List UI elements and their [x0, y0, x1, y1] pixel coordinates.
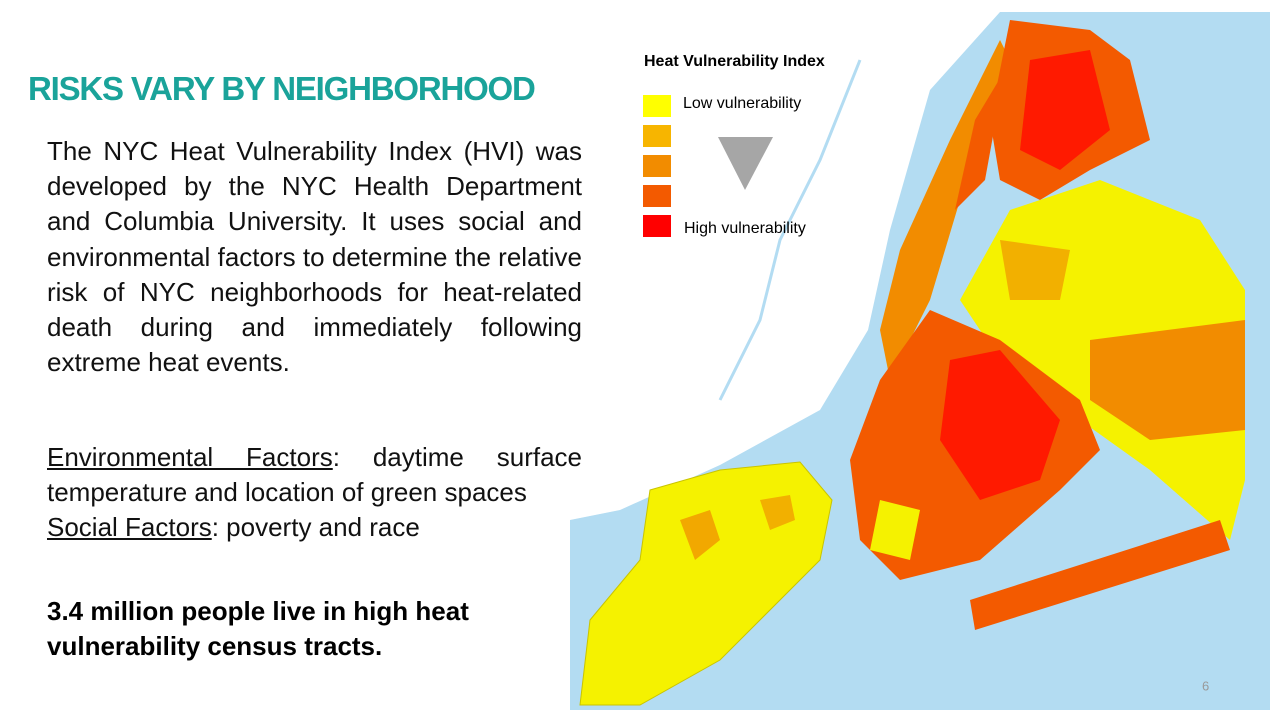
factor-text: : daytime surface temperature and locati… [47, 442, 582, 507]
legend-low: Low vulnerability [683, 95, 801, 112]
title: RISKS VARY BY NEIGHBORHOOD [28, 70, 536, 107]
legend-swatch [643, 215, 671, 237]
factor: Social Factors: poverty and race [47, 510, 582, 545]
page-number: 6 [1202, 678, 1209, 693]
tract [760, 495, 795, 530]
factors: Environmental Factors: daytime surface t… [47, 440, 582, 545]
factor: Environmental Factors: daytime surface t… [47, 440, 582, 510]
legend-arrow [718, 137, 773, 190]
legend-swatch [643, 155, 671, 177]
factor-label: Environmental Factors [47, 442, 333, 472]
tract [940, 350, 1060, 500]
factor-label: Social Factors [47, 512, 212, 542]
tract [870, 500, 920, 560]
legend-swatch [643, 125, 671, 147]
paragraph: The NYC Heat Vulnerability Index (HVI) w… [47, 136, 582, 378]
legend-title: Heat Vulnerability Index [644, 53, 825, 70]
legend-swatch [643, 95, 671, 117]
tract [1090, 320, 1245, 440]
legend-swatch [643, 185, 671, 207]
rockaway [970, 520, 1230, 630]
tract [955, 70, 1005, 210]
river [718, 59, 862, 401]
factor-text: : poverty and race [211, 512, 420, 542]
tract [680, 510, 720, 560]
tract [1020, 50, 1110, 170]
legend-high: High vulnerability [684, 220, 806, 237]
new-jersey [570, 12, 1000, 520]
highlight: 3.4 million people live in high heat vul… [47, 596, 469, 661]
tract [1000, 240, 1070, 300]
